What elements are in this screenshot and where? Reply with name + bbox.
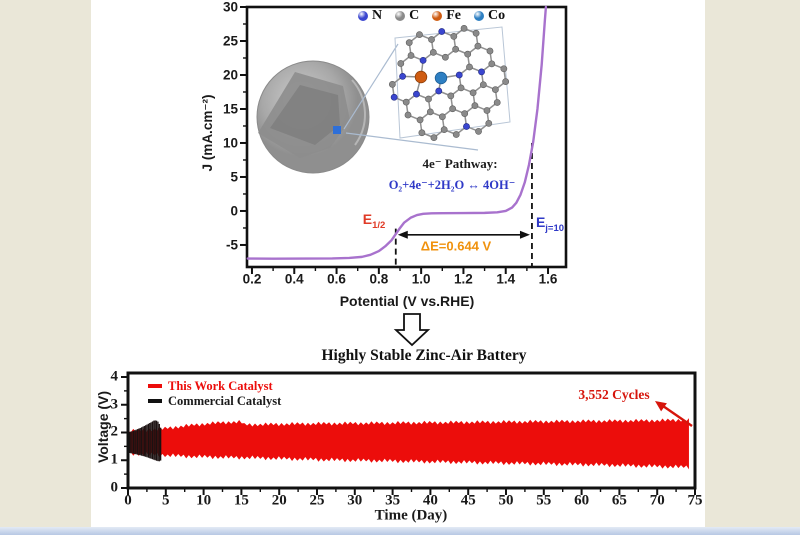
commercial-band-bar (139, 427, 141, 456)
commercial-band-bar (158, 423, 160, 462)
polarization-curve (246, 5, 548, 260)
commercial-band-bar (134, 430, 136, 455)
carbon-atom (486, 47, 494, 55)
carbon-atom (426, 108, 434, 116)
commercial-band-bar (149, 423, 151, 459)
carbon-atom (472, 29, 480, 37)
carbon-atom (416, 116, 424, 124)
commercial-band-bar (135, 429, 137, 455)
carbon-atom (428, 36, 435, 43)
carbon-atom (460, 24, 468, 32)
commercial-band-bar (130, 431, 132, 454)
this-work-band (128, 418, 689, 470)
carbon-atom (475, 127, 482, 135)
commercial-band-bar (131, 431, 133, 454)
carbon-atom (402, 98, 410, 106)
commercial-band-bar (143, 425, 145, 457)
nitrogen-atom (419, 56, 427, 64)
carbon-atom (461, 110, 469, 118)
carbon-atom (452, 131, 460, 138)
carbon-atom (405, 39, 413, 47)
carbon-atom (450, 32, 458, 40)
carbon-atom (416, 31, 423, 39)
nitrogen-atom (455, 71, 463, 79)
carbon-atom (429, 48, 437, 56)
commercial-band-bar (147, 423, 150, 458)
cycles-arrowhead (655, 401, 667, 412)
carbon-atom (464, 50, 472, 58)
carbon-atom (452, 45, 460, 53)
carbon-atom (488, 60, 496, 68)
commercial-band-bar (160, 427, 162, 461)
carbon-atom (441, 53, 449, 61)
nitrogen-atom (435, 87, 443, 95)
carbon-atom (449, 105, 457, 113)
delta-e-arrowhead-left (397, 230, 408, 239)
carbon-atom (447, 92, 455, 100)
footer-strip (0, 527, 800, 535)
nitrogen-atom (478, 68, 485, 76)
tem-fold-line (351, 79, 366, 146)
tem-flake-core (270, 85, 340, 145)
carbon-atom (397, 60, 405, 67)
nitrogen-atom (463, 123, 470, 130)
carbon-atom (479, 81, 487, 89)
nitrogen-atom (438, 28, 446, 35)
down-block-arrow-icon (393, 313, 431, 347)
connector-line-2 (345, 132, 479, 151)
commercial-band-bar (136, 429, 139, 455)
carbon-atom (440, 126, 448, 134)
carbon-atom (485, 119, 493, 127)
commercial-band-bar (155, 420, 158, 461)
carbon-atom (425, 95, 432, 103)
commercial-band-bar (153, 420, 155, 460)
nitrogen-atom (399, 72, 406, 80)
commercial-band-bar (151, 421, 154, 460)
carbon-atom (483, 107, 491, 114)
commercial-band-bar (132, 430, 135, 454)
commercial-band-bar (145, 425, 147, 457)
nitrogen-atom (413, 90, 420, 98)
carbon-atom (466, 63, 473, 71)
carbon-atom (418, 129, 426, 137)
carbon-atom (493, 99, 501, 106)
carbon-atom (469, 89, 477, 97)
commercial-band-bar (150, 422, 152, 459)
carbon-atom (471, 102, 479, 110)
cycles-arrow-line (662, 405, 693, 427)
commercial-band-bar (142, 426, 144, 457)
carbon-atom (438, 113, 446, 121)
carbon-atom (404, 111, 412, 119)
commercial-band-bar (146, 424, 148, 458)
plot-frame (126, 371, 697, 490)
carbon-atom (457, 84, 465, 92)
nitrogen-atom (390, 93, 398, 101)
commercial-band-bar (157, 421, 159, 462)
carbon-atom (388, 80, 396, 88)
carbon-atom (407, 52, 415, 59)
commercial-band-bar (140, 427, 143, 456)
sample-site-marker (333, 126, 341, 134)
carbon-atom (500, 65, 508, 73)
carbon-atom (474, 42, 482, 50)
iron-atom (414, 70, 428, 84)
carbon-atom (492, 86, 499, 94)
commercial-band-bar (154, 420, 156, 461)
delta-e-arrowhead-right (519, 230, 530, 239)
carbon-atom (430, 134, 438, 142)
connector-line-1 (343, 43, 399, 130)
commercial-band-bar (138, 428, 140, 455)
cobalt-atom (434, 71, 448, 85)
carbon-atom (502, 78, 510, 86)
plot-frame (245, 5, 568, 269)
